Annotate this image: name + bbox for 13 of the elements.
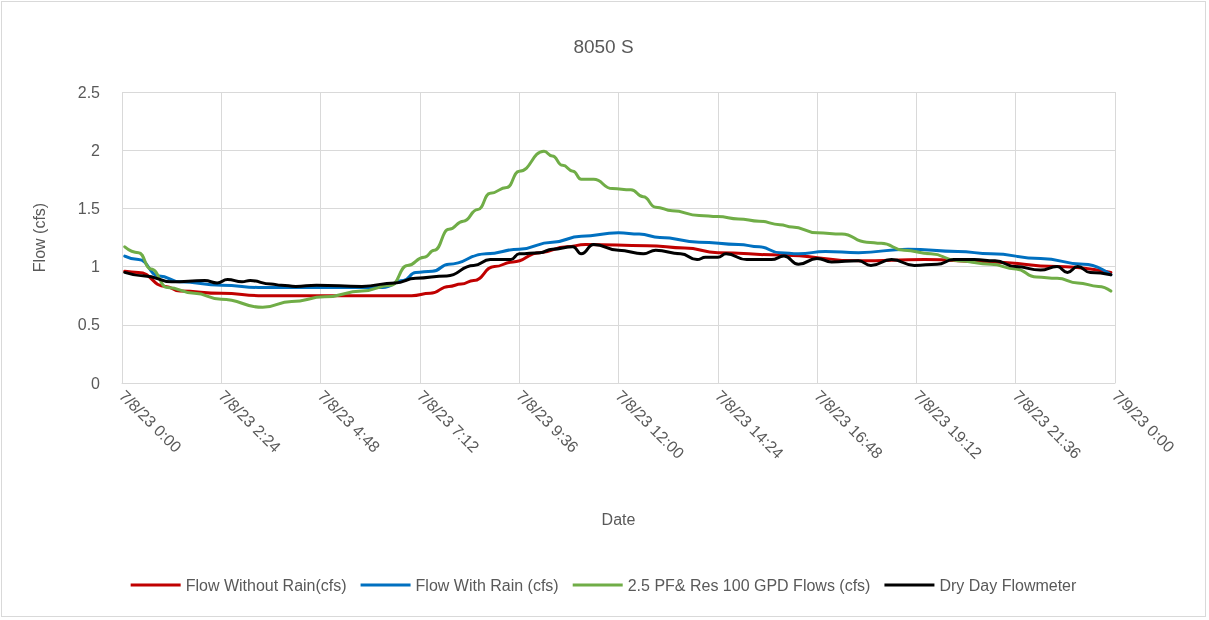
y-tick-label: 2.5 <box>77 83 101 101</box>
legend-label: Flow Without Rain(cfs) <box>185 576 347 594</box>
legend-label: 2.5 PF& Res 100 GPD Flows (cfs) <box>627 576 871 594</box>
y-tick-label: 1 <box>91 258 101 276</box>
y-tick-label: 1.5 <box>77 199 101 217</box>
y-axis-title: Flow (cfs) <box>30 202 48 273</box>
legend-label: Flow With Rain (cfs) <box>415 576 559 594</box>
y-tick-label: 2 <box>91 141 101 159</box>
chart-title: 8050 S <box>573 36 634 57</box>
x-axis-title: Date <box>601 510 636 528</box>
legend-label: Dry Day Flowmeter <box>939 576 1078 594</box>
y-tick-label: 0.5 <box>77 316 101 334</box>
y-tick-label: 0 <box>91 374 101 392</box>
